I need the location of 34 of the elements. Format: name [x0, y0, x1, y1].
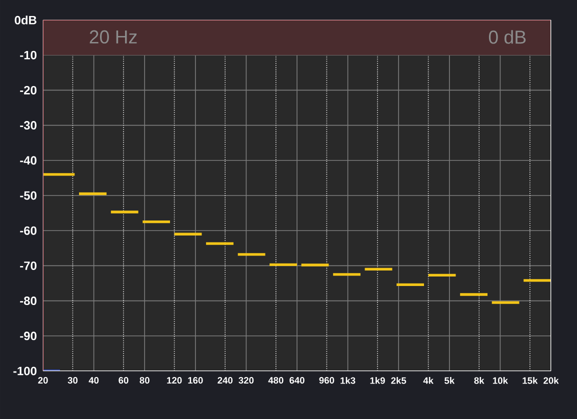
x-tick-label: 20: [38, 377, 48, 384]
annotation: 20 Hz: [90, 30, 137, 44]
x-tick-label: 240: [218, 377, 233, 384]
x-tick-label: 120: [167, 377, 182, 384]
y-tick-label: -20: [20, 86, 36, 94]
x-tick-label: 160: [188, 377, 203, 384]
x-tick-label: 4k: [423, 377, 434, 384]
x-tick-label: 960: [319, 377, 334, 384]
y-tick-label: -50: [20, 191, 36, 200]
x-tick-label: 10k: [493, 377, 508, 384]
y-tick-label: -30: [20, 121, 36, 130]
x-tick-label: 8k: [474, 377, 484, 384]
y-tick-label: -40: [20, 156, 36, 165]
y-tick-label: -70: [20, 261, 36, 270]
y-tick-label: -60: [20, 226, 36, 235]
x-tick-label: 480: [268, 377, 284, 384]
x-tick-label: 320: [238, 377, 254, 384]
x-tick-label: 40: [88, 377, 99, 384]
y-tick-label: -100: [13, 366, 36, 376]
y-tick-label: -10: [20, 50, 36, 60]
x-tick-label: 60: [118, 377, 128, 384]
x-tick-label: 5k: [444, 377, 455, 384]
annotation: 0 dB: [488, 30, 526, 44]
x-tick-label: 80: [140, 377, 150, 384]
x-tick-label: 2k5: [391, 377, 406, 384]
x-tick-label: 15k: [522, 377, 538, 384]
x-tick-label: 1k9: [370, 377, 385, 384]
y-tick-label: 0dB: [14, 16, 36, 24]
x-tick-label: 1k3: [340, 377, 356, 384]
x-tick-label: 20k: [544, 377, 559, 384]
x-tick-label: 30: [68, 377, 78, 384]
y-tick-label: -90: [20, 332, 36, 340]
y-tick-label: -80: [20, 296, 36, 306]
x-tick-label: 640: [290, 377, 304, 384]
